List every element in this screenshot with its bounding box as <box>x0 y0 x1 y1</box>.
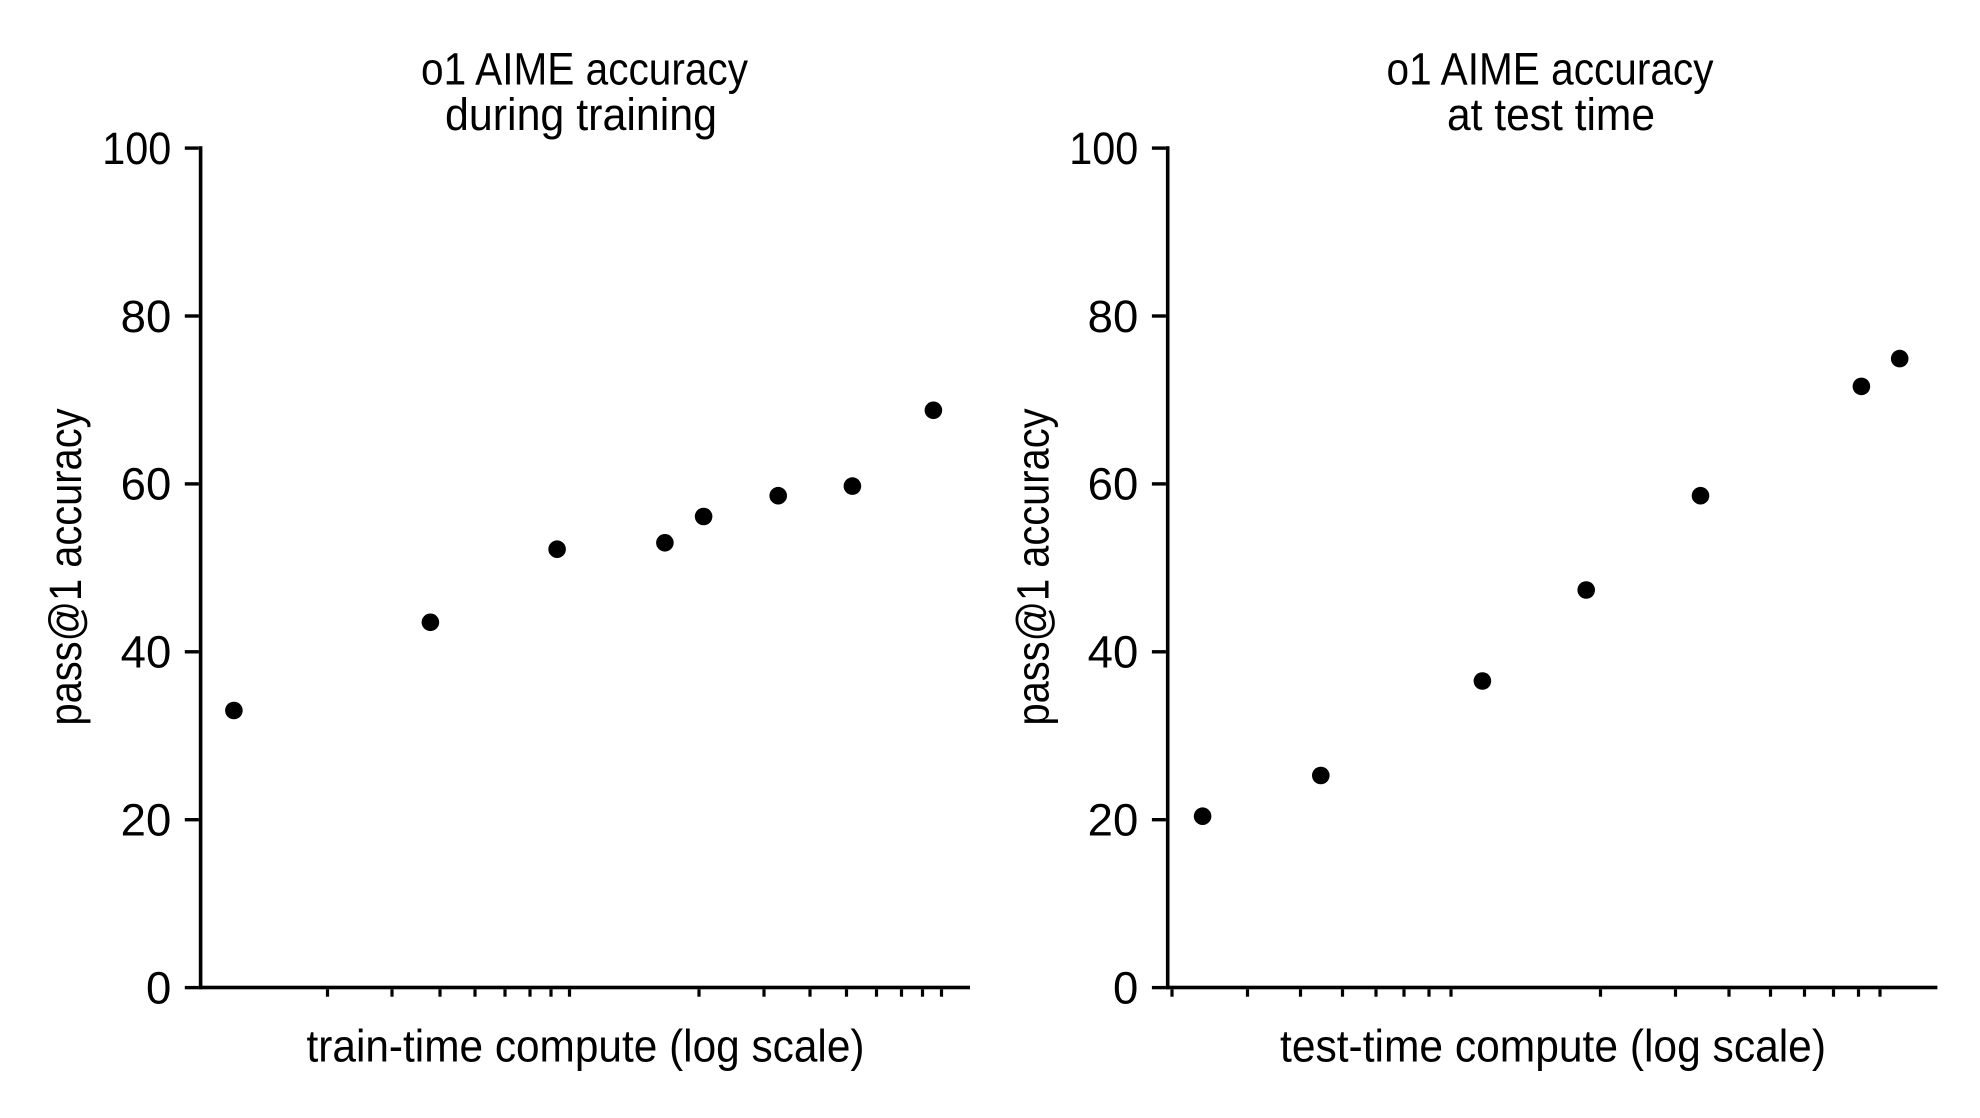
svg-text:0: 0 <box>146 962 171 1013</box>
svg-text:40: 40 <box>121 627 172 678</box>
svg-text:60: 60 <box>121 459 172 510</box>
svg-text:train-time compute (log scale): train-time compute (log scale) <box>307 1020 865 1071</box>
svg-text:100: 100 <box>1069 123 1138 174</box>
svg-text:80: 80 <box>1088 291 1139 342</box>
svg-text:100: 100 <box>102 123 171 174</box>
svg-text:40: 40 <box>1088 627 1139 678</box>
svg-text:o1 AIME accuracy: o1 AIME accuracy <box>421 43 748 94</box>
svg-text:80: 80 <box>121 291 172 342</box>
svg-text:20: 20 <box>121 795 172 846</box>
svg-text:during training: during training <box>445 89 717 140</box>
svg-text:test-time compute (log scale): test-time compute (log scale) <box>1280 1020 1826 1071</box>
svg-text:pass@1 accuracy: pass@1 accuracy <box>40 408 91 725</box>
svg-text:60: 60 <box>1088 459 1139 510</box>
svg-text:20: 20 <box>1088 795 1139 846</box>
svg-text:at test time: at test time <box>1447 89 1655 140</box>
svg-text:pass@1 accuracy: pass@1 accuracy <box>1007 408 1058 725</box>
svg-text:o1 AIME accuracy: o1 AIME accuracy <box>1387 43 1714 94</box>
svg-text:0: 0 <box>1113 962 1138 1013</box>
